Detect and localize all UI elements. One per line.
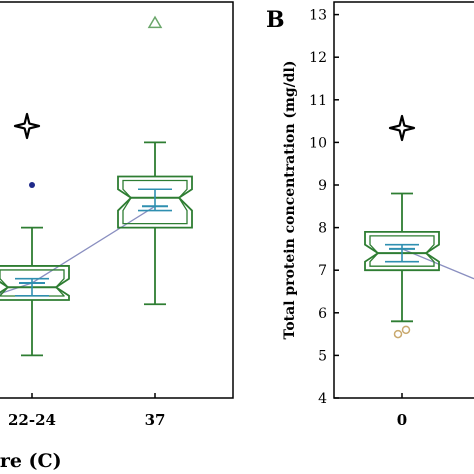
- panel-b-y-tick-label: 7: [318, 263, 327, 279]
- panel-b-0-outlier-circle: [401, 325, 411, 335]
- panel-b-label: B: [266, 7, 285, 33]
- panel-b-significance-star: [388, 114, 416, 142]
- panel-a-significance-star: [13, 112, 41, 140]
- panel-a-x-tick-label: 37: [145, 411, 166, 429]
- panel-b-y-tick-label: 13: [309, 8, 327, 24]
- panel-b-0-outlier-circle: [393, 329, 403, 339]
- panel-b-y-tick-label: 11: [309, 93, 327, 109]
- panel-a-x-tick-label: 22-24: [8, 411, 56, 429]
- panel-a-box-37-box-inner: [122, 179, 188, 225]
- panel-b-frame: [333, 1, 474, 399]
- panel-b-y-tick-label: 5: [318, 348, 327, 364]
- panel-a-frame: [0, 1, 234, 399]
- panel-b-x-tick-label: 0: [397, 411, 407, 429]
- panel-a-box-22-24-box: [0, 265, 70, 301]
- panel-a-box-22-24-box-inner: [0, 269, 65, 297]
- panel-a-37-outlier-triangle: [147, 15, 163, 29]
- panel-a-box-37-box: [117, 175, 193, 229]
- panel-b-y-axis-title: Total protein concentration (mg/dl): [282, 61, 298, 340]
- panel-b-y-tick-label: 6: [318, 306, 327, 322]
- panel-b-y-tick-label: 10: [309, 135, 327, 151]
- panel-b-box-0-box-inner: [369, 235, 435, 267]
- panel-b-y-tick-label: 9: [318, 178, 327, 194]
- panel-b-y-tick-label: 4: [318, 391, 327, 407]
- panel-b-box-0-box: [364, 230, 440, 272]
- panel-b: B Total protein concentration (mg/dl) 4 5…: [266, 1, 474, 429]
- panel-a-x-axis-title: ure (C): [0, 450, 62, 472]
- panel-a: 22-24 37 ure (C): [0, 1, 234, 472]
- panel-a-trend-line: [0, 205, 156, 295]
- panel-b-y-tick-label: 8: [318, 221, 327, 237]
- panel-b-y-tick-label: 12: [309, 50, 327, 66]
- panel-a-22-24-outlier-dot: [29, 182, 35, 188]
